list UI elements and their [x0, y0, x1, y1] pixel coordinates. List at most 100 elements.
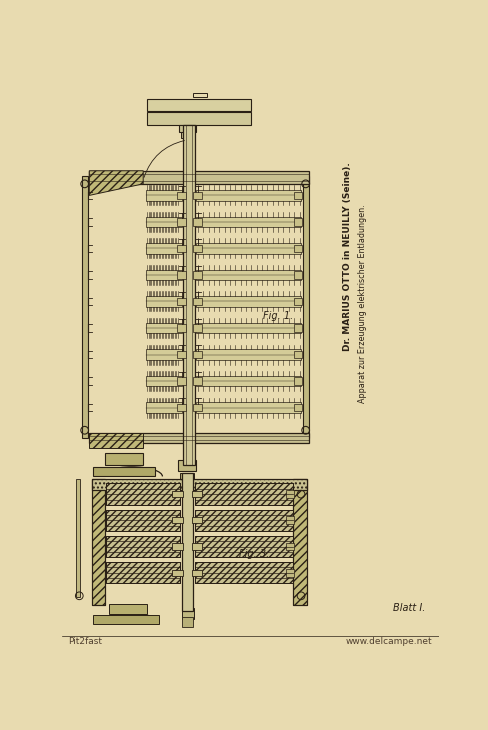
- Bar: [286, 517, 293, 524]
- Bar: [193, 350, 202, 358]
- Bar: [93, 615, 158, 624]
- Bar: [196, 376, 301, 386]
- Bar: [104, 453, 143, 465]
- Bar: [193, 271, 202, 279]
- Bar: [193, 191, 202, 199]
- Bar: [147, 99, 250, 111]
- Bar: [194, 562, 293, 583]
- Bar: [106, 483, 180, 505]
- Bar: [191, 569, 202, 576]
- Bar: [293, 298, 301, 305]
- Bar: [177, 324, 186, 332]
- Bar: [293, 350, 301, 358]
- Bar: [145, 296, 182, 307]
- Bar: [145, 323, 182, 334]
- Bar: [196, 349, 301, 360]
- Bar: [108, 604, 147, 614]
- Bar: [177, 404, 186, 412]
- Bar: [89, 171, 308, 184]
- Polygon shape: [89, 171, 143, 196]
- Bar: [106, 510, 180, 531]
- Text: Pit2fast: Pit2fast: [68, 637, 102, 645]
- Text: Apparat zur Erzeugung elektrischer Entladungen.: Apparat zur Erzeugung elektrischer Entla…: [357, 204, 366, 402]
- Bar: [106, 510, 180, 531]
- Bar: [193, 298, 202, 305]
- Bar: [106, 536, 180, 557]
- Bar: [194, 510, 293, 531]
- Bar: [181, 132, 194, 139]
- Bar: [91, 479, 306, 490]
- Bar: [293, 324, 301, 332]
- Polygon shape: [89, 433, 143, 448]
- Bar: [145, 402, 182, 413]
- Bar: [106, 562, 180, 583]
- Bar: [172, 543, 183, 550]
- Bar: [196, 269, 301, 280]
- Bar: [76, 479, 80, 597]
- Bar: [286, 491, 293, 498]
- Text: Fig. 3.: Fig. 3.: [239, 549, 269, 559]
- Bar: [81, 176, 87, 438]
- Bar: [196, 217, 301, 227]
- Bar: [293, 404, 301, 412]
- Bar: [89, 433, 308, 443]
- Bar: [172, 491, 183, 497]
- Bar: [194, 536, 293, 557]
- Bar: [177, 191, 186, 199]
- Bar: [183, 125, 194, 465]
- Bar: [193, 93, 207, 97]
- Bar: [293, 271, 301, 279]
- Bar: [293, 377, 301, 385]
- Bar: [286, 542, 293, 550]
- Bar: [106, 562, 180, 583]
- Bar: [182, 472, 193, 611]
- Bar: [193, 324, 202, 332]
- Bar: [93, 467, 154, 477]
- Text: www.delcampe.net: www.delcampe.net: [346, 637, 432, 645]
- Bar: [196, 402, 301, 413]
- Bar: [194, 510, 293, 531]
- Bar: [293, 218, 301, 226]
- Bar: [196, 243, 301, 254]
- Bar: [106, 483, 180, 505]
- Bar: [145, 243, 182, 254]
- Bar: [91, 479, 306, 490]
- Bar: [194, 483, 293, 505]
- Text: Blatt I.: Blatt I.: [393, 603, 425, 613]
- Bar: [191, 491, 202, 497]
- Bar: [302, 176, 308, 438]
- Bar: [293, 191, 301, 199]
- Bar: [106, 536, 180, 557]
- Bar: [193, 404, 202, 412]
- Bar: [196, 190, 301, 201]
- Bar: [172, 569, 183, 576]
- Bar: [193, 218, 202, 226]
- Bar: [196, 296, 301, 307]
- Bar: [182, 618, 193, 626]
- Bar: [191, 543, 202, 550]
- Bar: [182, 608, 194, 619]
- Bar: [177, 271, 186, 279]
- Bar: [147, 112, 250, 125]
- Bar: [286, 569, 293, 577]
- Bar: [145, 269, 182, 280]
- Bar: [191, 518, 202, 523]
- Bar: [193, 377, 202, 385]
- Bar: [145, 217, 182, 227]
- Bar: [177, 218, 186, 226]
- Bar: [194, 483, 293, 505]
- Text: Dr. MARIUS OTTO in NEUILLY (Seine).: Dr. MARIUS OTTO in NEUILLY (Seine).: [342, 163, 351, 351]
- Bar: [196, 323, 301, 334]
- Bar: [177, 377, 186, 385]
- Bar: [293, 479, 306, 605]
- Bar: [91, 479, 105, 605]
- Bar: [145, 190, 182, 201]
- Bar: [177, 298, 186, 305]
- Bar: [293, 479, 306, 605]
- Bar: [293, 245, 301, 253]
- Bar: [180, 472, 194, 480]
- Bar: [194, 536, 293, 557]
- Bar: [145, 376, 182, 386]
- Bar: [178, 461, 196, 471]
- Bar: [145, 349, 182, 360]
